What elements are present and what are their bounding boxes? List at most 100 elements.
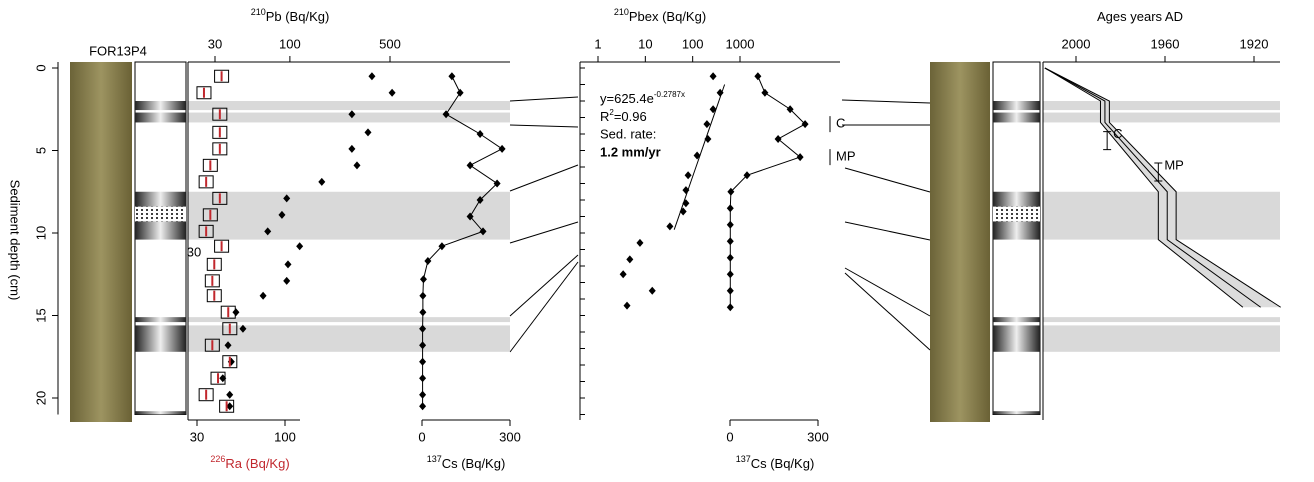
x-tick-label: 2000 <box>1062 36 1091 51</box>
point <box>456 88 464 97</box>
x-tick-label: 100 <box>682 36 704 51</box>
r2-val: =0.96 <box>614 109 647 124</box>
point <box>479 227 487 236</box>
x-tick-label: 1 <box>594 36 601 51</box>
point <box>684 171 692 180</box>
r2-r: R <box>600 109 609 124</box>
point <box>703 120 711 129</box>
point <box>419 357 427 366</box>
point <box>693 151 701 160</box>
ra-box <box>206 289 222 303</box>
lithology-layer <box>135 317 186 323</box>
point <box>419 341 427 350</box>
r2-sup: 2 <box>609 108 614 117</box>
point <box>419 308 427 317</box>
x-tick-label: 10 <box>638 36 652 51</box>
y-tick-label: 5 <box>33 147 48 154</box>
ra-box <box>202 158 218 172</box>
ra-box <box>198 224 214 238</box>
point <box>239 324 247 333</box>
point <box>419 291 427 300</box>
connectors <box>509 96 931 353</box>
point <box>296 242 304 251</box>
point <box>754 72 762 81</box>
point <box>493 179 501 188</box>
label-text: Ages years AD <box>1097 9 1183 24</box>
point <box>442 110 450 119</box>
point <box>709 72 717 81</box>
point <box>682 199 690 208</box>
x-tick-label: 100 <box>279 36 301 51</box>
point <box>716 88 724 97</box>
point <box>626 255 634 264</box>
point <box>466 212 474 221</box>
point <box>419 402 427 411</box>
event-layer <box>188 101 510 111</box>
point <box>419 275 427 284</box>
point <box>727 187 735 196</box>
x-tick-label: 0 <box>418 429 425 444</box>
ra-box <box>219 399 235 413</box>
annotation: 30 <box>187 244 201 259</box>
point <box>424 257 432 266</box>
marker-label: MP <box>836 149 856 164</box>
ra-box <box>204 274 220 288</box>
equation-exp: -0.2787x <box>654 90 685 99</box>
x-tick-label: 500 <box>379 36 401 51</box>
point <box>283 194 291 203</box>
point <box>259 291 267 300</box>
lithology-layer <box>993 101 1040 111</box>
core-photo <box>70 62 132 422</box>
point <box>726 204 734 213</box>
ra-box <box>198 175 214 189</box>
point <box>224 341 232 350</box>
point <box>226 402 234 411</box>
ra-box <box>212 125 228 139</box>
point <box>726 253 734 262</box>
point <box>619 270 627 279</box>
y-tick-label: 15 <box>33 308 48 322</box>
rate-label: Sed. rate: <box>600 126 656 141</box>
point <box>438 242 446 251</box>
point <box>726 220 734 229</box>
axis-label: 210Pb (Bq/Kg) <box>251 7 330 24</box>
point <box>636 238 644 247</box>
axis-label: Ages years AD <box>1097 9 1183 24</box>
age-line <box>1044 67 1244 308</box>
point <box>226 390 234 399</box>
r-squared: R2=0.96 <box>600 108 647 124</box>
ra-box <box>212 142 228 156</box>
point <box>353 161 361 170</box>
event-layer <box>1043 101 1280 111</box>
label-sup: 210 <box>614 7 629 17</box>
point <box>476 130 484 138</box>
marker-bar <box>1154 162 1163 182</box>
point <box>419 390 427 399</box>
point <box>419 374 427 383</box>
point <box>318 177 326 186</box>
y-axis-label: Sediment depth (cm) <box>8 180 23 301</box>
point <box>726 286 734 295</box>
y-tick-label: 20 <box>33 391 48 405</box>
point <box>743 171 751 180</box>
ra-box <box>206 257 222 271</box>
x-tick-label: 100 <box>274 429 296 444</box>
cs-line <box>422 76 504 407</box>
ra-box <box>212 107 228 121</box>
event-layer <box>1043 317 1280 323</box>
point <box>466 161 474 170</box>
fit-line <box>673 84 726 230</box>
marker-label: C <box>836 116 845 131</box>
ra-box <box>212 191 228 205</box>
point <box>364 128 372 137</box>
core-photo <box>930 62 990 422</box>
ra-box <box>222 355 238 369</box>
core-name: FOR13P4 <box>89 43 147 58</box>
equation: y=625.4e-0.2787x <box>600 90 685 106</box>
lithology-layer <box>135 325 186 352</box>
x-tick-label: 300 <box>499 429 521 444</box>
event-layer <box>188 317 510 323</box>
label-sup: 210 <box>251 7 266 17</box>
x-tick-label: 300 <box>807 429 829 444</box>
point <box>448 72 456 81</box>
